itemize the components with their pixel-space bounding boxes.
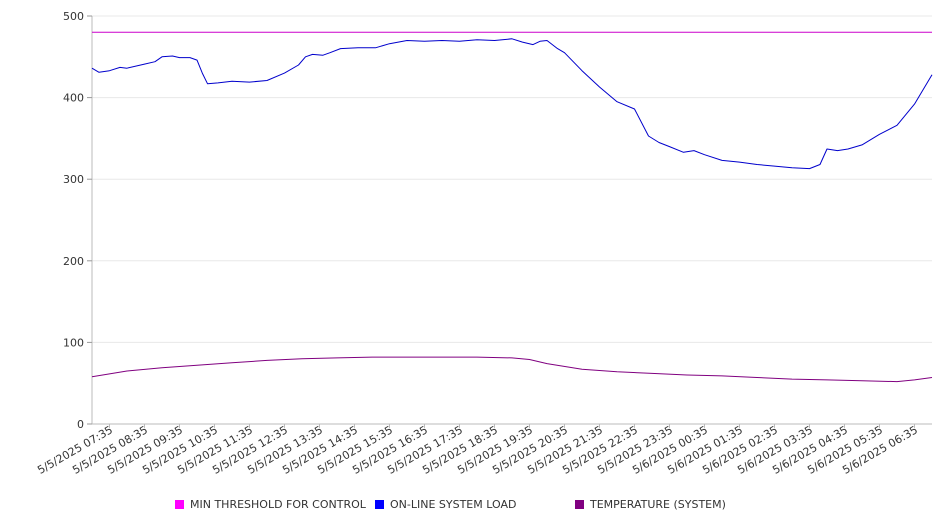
y-tick-label: 300 (63, 173, 84, 186)
legend-label-temperature: TEMPERATURE (SYSTEM) (590, 498, 726, 511)
legend-swatch-system-load (375, 500, 384, 509)
legend-label-min-threshold: MIN THRESHOLD FOR CONTROL (190, 498, 366, 511)
legend-swatch-temperature (575, 500, 584, 509)
axes (91, 16, 932, 425)
legend-label-system-load: ON-LINE SYSTEM LOAD (390, 498, 517, 511)
y-tick-label: 200 (63, 255, 84, 268)
y-tick-label: 500 (63, 10, 84, 23)
series-line-temperature (91, 356, 933, 383)
legend-item-temperature[interactable]: TEMPERATURE (SYSTEM) (575, 498, 726, 511)
legend-item-system-load[interactable]: ON-LINE SYSTEM LOAD (375, 498, 516, 511)
series-lines (91, 31, 933, 383)
legend-item-min-threshold[interactable]: MIN THRESHOLD FOR CONTROL (175, 498, 366, 511)
y-axis-ticks: 0 100 200 300 400 500 (63, 10, 92, 431)
series-line-system-load (91, 38, 933, 170)
legend: MIN THRESHOLD FOR CONTROL ON-LINE SYSTEM… (0, 498, 946, 514)
y-tick-label: 0 (77, 418, 84, 431)
y-tick-label: 400 (63, 92, 84, 105)
y-tick-label: 100 (63, 336, 84, 349)
x-axis-ticks: 5/5/2025 07:355/5/2025 08:355/5/2025 09:… (35, 423, 920, 477)
legend-swatch-min-threshold (175, 500, 184, 509)
grid-lines (92, 15, 932, 343)
